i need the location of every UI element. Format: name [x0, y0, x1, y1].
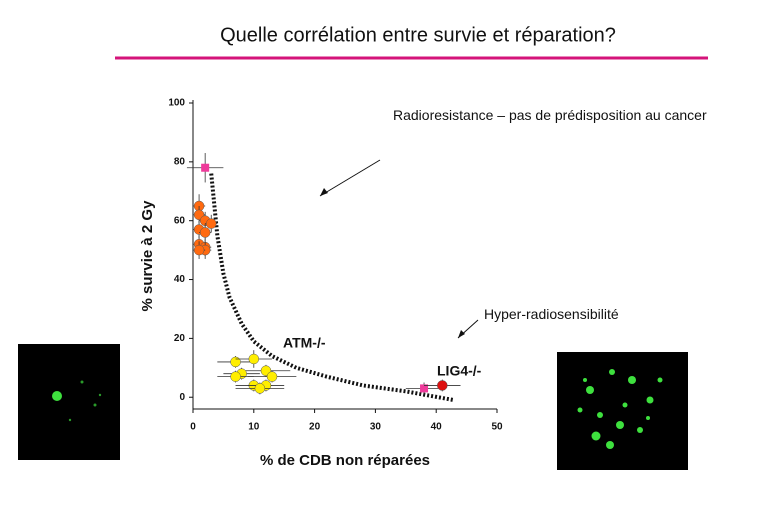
cell-image-right: [557, 352, 688, 470]
x-axis-label: % de CDB non réparées: [260, 452, 430, 469]
point: [193, 244, 205, 256]
x-tick-label: 30: [370, 422, 382, 433]
y-tick-label: 40: [174, 274, 186, 285]
annotation: LIG4-/-: [437, 363, 482, 379]
x-tick-label: 0: [190, 422, 196, 433]
point: [248, 353, 260, 365]
y-tick-label: 60: [174, 215, 186, 226]
y-tick-label: 100: [168, 98, 185, 109]
annotation: Hyper-radiosensibilité: [484, 306, 619, 322]
y-axis-label: % survie à 2 Gy: [139, 200, 156, 312]
point: [230, 356, 241, 368]
point: [266, 371, 278, 382]
annotation: Radioresistance – pas de prédisposition …: [393, 107, 707, 123]
x-tick-label: 10: [248, 422, 260, 433]
arrow: [319, 159, 381, 197]
point: [230, 371, 241, 382]
point: [437, 380, 448, 391]
y-tick-label: 80: [174, 156, 186, 167]
x-tick-label: 40: [431, 422, 443, 433]
fit-curve: [209, 173, 455, 403]
x-tick-label: 50: [491, 422, 503, 433]
arrow-head: [320, 188, 328, 196]
arrow-head: [458, 330, 465, 338]
point: [420, 384, 429, 393]
chart-title: Quelle corrélation entre survie et répar…: [220, 24, 616, 46]
y-tick-label: 0: [179, 392, 185, 403]
point: [254, 383, 266, 394]
cell-image-left: [18, 344, 120, 460]
point: [201, 163, 210, 172]
y-tick-label: 20: [174, 333, 186, 344]
point: [205, 218, 217, 229]
x-tick-label: 20: [309, 422, 321, 433]
point: [199, 227, 211, 238]
annotation: ATM-/-: [283, 335, 326, 351]
